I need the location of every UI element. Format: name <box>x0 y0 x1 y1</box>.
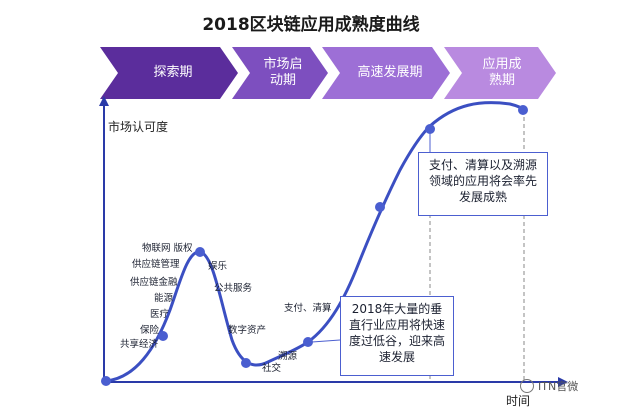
x-axis-arrow <box>558 377 568 387</box>
curve-dot <box>241 358 251 368</box>
curve-label: 社交 <box>262 363 282 374</box>
y-axis-arrow <box>99 96 109 106</box>
curve-dot <box>425 124 435 134</box>
watermark-text: ITN官微 <box>538 380 579 393</box>
watermark: ITN官微 <box>520 378 578 394</box>
curve-dot <box>375 202 385 212</box>
curve-label: 物联网 版权 <box>142 243 193 254</box>
curve-label: 娱乐 <box>208 261 228 272</box>
y-axis-label: 市场认可度 <box>108 120 169 134</box>
curve-label: 共享经济 <box>120 339 159 350</box>
curve-label: 数字资产 <box>228 325 267 336</box>
phase-label-mature: 应用成熟期 <box>482 57 522 88</box>
x-axis-label: 时间 <box>506 394 531 408</box>
curve-label: 保险 <box>140 325 160 336</box>
curve-dot <box>158 331 168 341</box>
diagram-title: 2018区块链应用成熟度曲线 <box>202 15 420 35</box>
curve-label: 溯源 <box>278 351 298 362</box>
phase-label-growth: 高速发展期 <box>357 65 423 80</box>
curve-label: 医疗 <box>150 309 170 320</box>
curve-label: 供应链管理 <box>132 259 180 270</box>
phase-label-explore: 探索期 <box>153 65 193 80</box>
wechat-icon <box>520 379 534 393</box>
curve-dot <box>101 376 111 386</box>
curve-dot <box>303 337 313 347</box>
phase-arrow-mature <box>444 47 556 99</box>
curve-label: 供应链金融 <box>130 277 178 288</box>
phase-label-launch: 市场启动期 <box>263 57 303 88</box>
phase-arrow-launch <box>232 47 328 99</box>
callout-maturity: 支付、清算以及溯源领域的应用将会率先发展成熟 <box>418 152 548 216</box>
curve-label: 能源 <box>154 293 174 304</box>
curve-label: 支付、清算 <box>284 303 332 314</box>
curve-dot <box>518 105 528 115</box>
curve-label: 公共服务 <box>214 283 253 294</box>
callout-low-trough: 2018年大量的垂直行业应用将快速度过低谷，迎来高速发展 <box>340 296 454 376</box>
curve-dot <box>195 247 205 257</box>
phase-arrow-growth <box>322 47 450 99</box>
phase-arrow-explore <box>100 47 238 99</box>
callout-connector-low <box>311 339 341 343</box>
